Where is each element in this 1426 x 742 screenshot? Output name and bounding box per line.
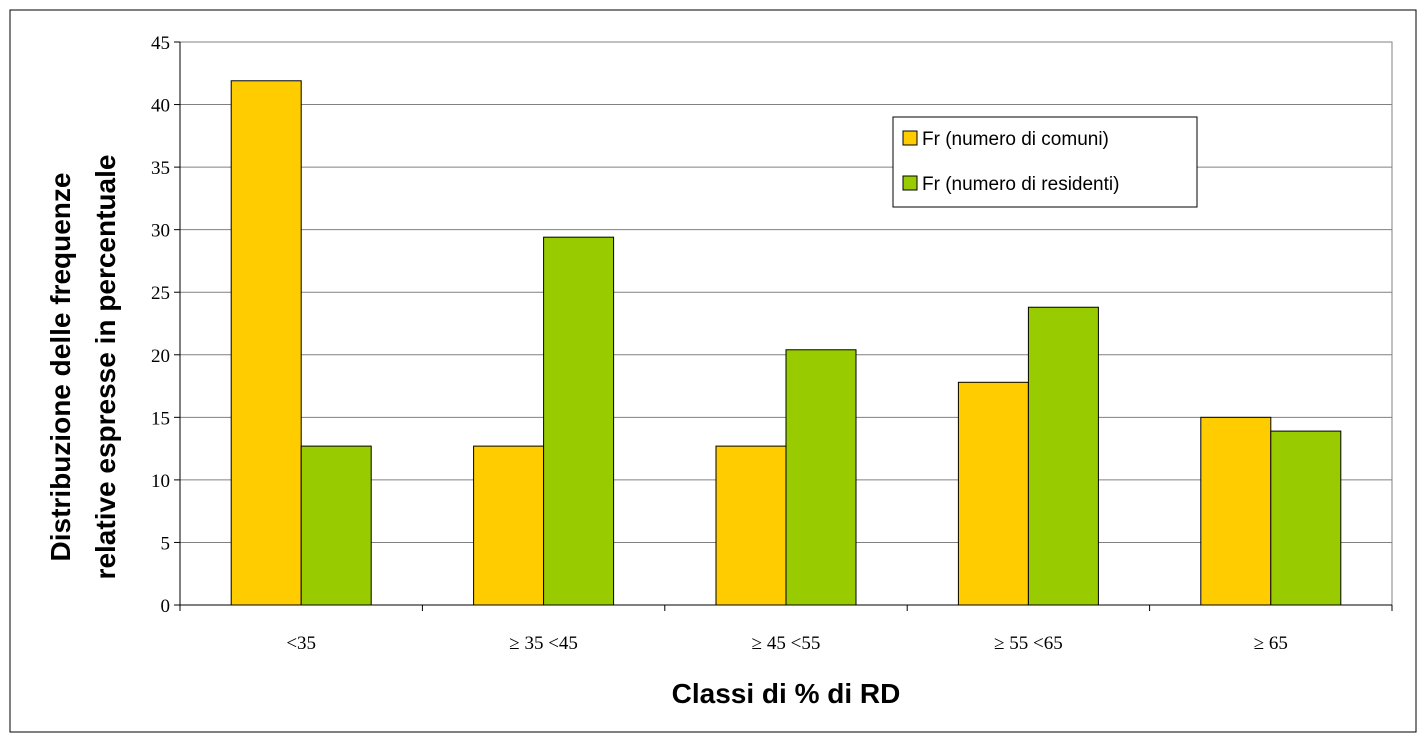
legend-swatch-residenti [902,175,918,191]
legend-box [892,116,1198,208]
x-tick-label: ≥ 35 <45 [509,633,578,654]
y-axis-title-line-1: Distribuzione delle frequenze [45,173,76,562]
axes [174,41,1393,611]
y-axis-title-line-2: relative espresse in percentuale [90,155,121,580]
y-tick-label: 45 [151,33,170,54]
bar-comuni [957,381,1029,606]
bar-residenti [785,349,857,606]
y-tick-label: 30 [151,221,170,242]
y-tick-label: 10 [151,471,170,492]
x-tick-label: ≥ 55 <65 [994,633,1063,654]
bar-comuni [473,445,545,606]
bar-comuni [715,445,787,606]
bar-comuni [230,80,302,606]
y-tick-label: 20 [151,346,170,367]
bar-residenti [1027,306,1099,606]
bar-residenti [543,236,615,606]
legend-swatch-comuni [902,130,918,146]
bar-residenti [1270,430,1342,606]
legend-label-residenti: Fr (numero di residenti) [922,174,1119,195]
y-tick-label: 5 [161,533,171,554]
bar-residenti [300,445,372,606]
y-tick-label: 0 [161,596,171,617]
legend: Fr (numero di comuni) Fr (numero di resi… [892,116,1198,208]
y-axis-title: Distribuzione delle frequenze relative e… [45,155,121,580]
y-tick-label: 25 [151,283,170,304]
y-tick-label: 40 [151,96,170,117]
x-tick-labels: <35 ≥ 35 <45 ≥ 45 <55 ≥ 55 <65 ≥ 65 [286,633,1288,654]
x-tick-label: <35 [286,633,316,654]
chart-area-border [9,9,1417,733]
x-tick-label: ≥ 45 <55 [752,633,821,654]
legend-label-comuni: Fr (numero di comuni) [922,129,1109,150]
y-tick-labels: 0 5 10 15 20 25 30 35 40 45 [151,33,170,617]
bar-comuni [1200,416,1272,606]
x-axis-title: Classi di % di RD [672,678,901,709]
y-tick-label: 35 [151,158,170,179]
y-tick-label: 15 [151,408,170,429]
bars [230,80,1342,606]
x-tick-label: ≥ 65 [1254,633,1288,654]
